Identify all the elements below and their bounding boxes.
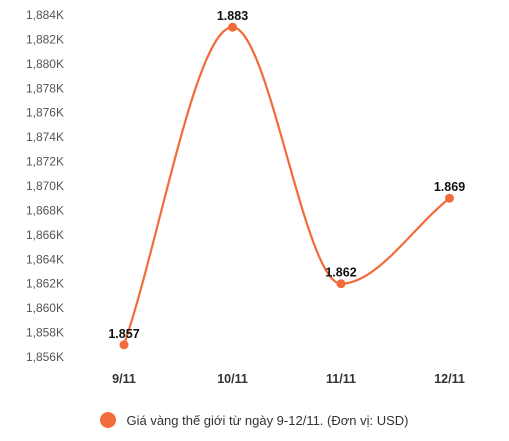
data-point xyxy=(119,340,129,350)
data-point xyxy=(445,193,454,203)
y-tick-label: 1,880K xyxy=(26,57,64,71)
y-tick-label: 1,860K xyxy=(26,301,64,315)
x-axis: 9/11 10/11 11/11 12/11 xyxy=(112,372,465,386)
y-tick-label: 1,870K xyxy=(26,179,64,193)
legend-swatch xyxy=(100,412,117,428)
y-tick-label: 1,868K xyxy=(26,203,64,217)
x-tick-label: 10/11 xyxy=(217,372,248,386)
y-tick-label: 1,856K xyxy=(26,350,64,364)
data-label: 1.857 xyxy=(108,327,139,341)
y-tick-label: 1,866K xyxy=(26,228,64,242)
y-tick-label: 1,876K xyxy=(26,106,64,120)
y-tick-label: 1,878K xyxy=(26,81,64,95)
y-tick-label: 1,884K xyxy=(26,8,64,22)
data-label: 1.862 xyxy=(325,266,356,280)
data-point xyxy=(228,22,237,32)
x-tick-label: 9/11 xyxy=(112,372,136,386)
legend-label: Giá vàng thế giới từ ngày 9-12/11. (Đơn … xyxy=(126,412,409,428)
data-point xyxy=(336,279,346,289)
y-tick-label: 1,858K xyxy=(26,326,64,340)
y-axis: 1,856K 1,858K 1,860K 1,862K 1,864K 1,866K 1,86… xyxy=(26,8,64,364)
data-label: 1.869 xyxy=(434,180,465,194)
y-tick-label: 1,864K xyxy=(26,252,64,266)
y-tick-label: 1,882K xyxy=(26,32,64,46)
series-layer xyxy=(119,22,454,350)
data-label-layer: 1.857 1.883 1.862 1.869 xyxy=(108,9,465,341)
legend: Giá vàng thế giới từ ngày 9-12/11. (Đơn … xyxy=(0,408,509,432)
y-tick-label: 1,862K xyxy=(26,277,64,291)
y-tick-label: 1,872K xyxy=(26,155,64,169)
data-label: 1.883 xyxy=(217,9,248,23)
y-tick-label: 1,874K xyxy=(26,130,64,144)
x-tick-label: 11/11 xyxy=(326,372,356,386)
series-line xyxy=(122,26,451,346)
x-tick-label: 12/11 xyxy=(434,372,465,386)
